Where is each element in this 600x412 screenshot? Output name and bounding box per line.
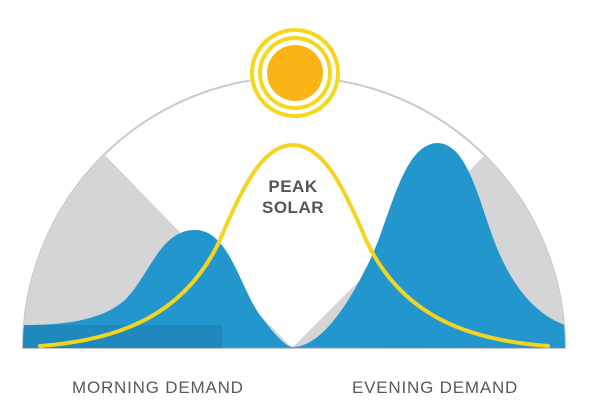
peak-solar-line1: PEAK (268, 177, 317, 196)
morning-demand-label: MORNING DEMAND (72, 378, 244, 397)
sun-icon (250, 28, 340, 118)
demand-overlap-right-wedge (293, 143, 565, 348)
solar-curve (38, 142, 550, 348)
peak-solar-line2: SOLAR (262, 198, 324, 217)
demand-overlap-left-wedge (23, 230, 293, 348)
evening-demand-label: EVENING DEMAND (352, 378, 519, 397)
